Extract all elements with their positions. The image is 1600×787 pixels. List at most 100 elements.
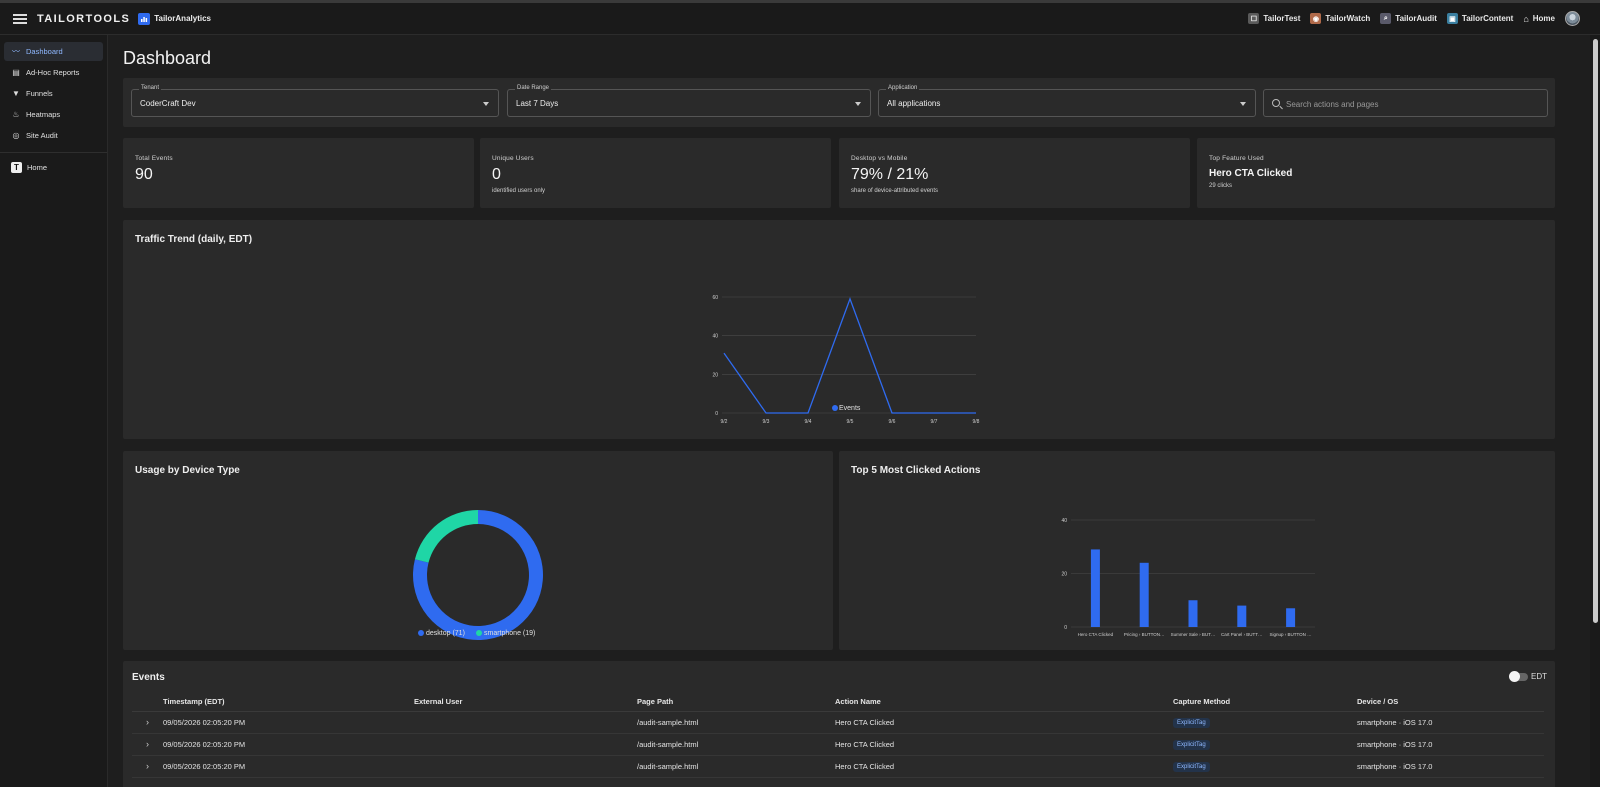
home-link-label: Home (1532, 14, 1555, 23)
page-path-cell: /audit-sample.html (637, 733, 835, 756)
top-actions-card: Top 5 Most Clicked Actions 0 20 40 Hero CTA… (839, 451, 1555, 650)
x-tick-label: Summer Sale › BUT… (1171, 632, 1216, 637)
nav-link-label: TailorWatch (1325, 14, 1371, 23)
column-header[interactable]: Capture Method (1173, 693, 1357, 712)
bar-2 (1139, 562, 1149, 627)
action-name-cell: Hero CTA Clicked (835, 711, 1173, 734)
x-tick-label: 9/2 (721, 419, 728, 425)
device-os-cell: smartphone · iOS 17.0 (1357, 733, 1544, 756)
home-link[interactable]: ⌂ Home (1523, 14, 1555, 24)
scrollbar-thumb[interactable] (1593, 39, 1598, 623)
stat-label: Unique Users (492, 155, 534, 162)
analytics-icon (138, 12, 151, 25)
top-links: ☐ TailorTest ◉ TailorWatch ⌕ TailorAudit ▣ Tail… (1248, 11, 1600, 26)
sidebar-item-label: Heatmaps (26, 110, 61, 119)
stat-label: Desktop vs Mobile (851, 155, 908, 162)
sidebar-item-heatmaps[interactable]: ♨ Heatmaps (4, 105, 103, 124)
tenant-select[interactable]: Tenant CoderCraft Dev (131, 85, 499, 117)
caret-down-icon (1240, 102, 1246, 106)
expand-row-chevron-icon[interactable]: › (132, 755, 163, 778)
donut-slice-smartphone (414, 510, 478, 563)
application-label: Application (886, 85, 920, 91)
timestamp-cell: 09/05/2026 02:05:20 PM (163, 733, 414, 756)
sidebar-item-site-audit[interactable]: ◎ Site Audit (4, 126, 103, 145)
report-icon: ▤ (12, 68, 20, 77)
legend-swatch (418, 630, 424, 636)
sidebar-item-label: Dashboard (26, 47, 63, 56)
test-icon: ☐ (1248, 13, 1260, 24)
nav-link-label: TailorContent (1461, 14, 1514, 23)
y-tick-label: 0 (1064, 625, 1067, 631)
brand-logo[interactable]: TAILORTOOLS (37, 12, 131, 25)
sidebar-item-home[interactable]: T Home (4, 158, 103, 177)
y-tick-label: 40 (712, 334, 718, 340)
caret-down-icon (483, 102, 489, 106)
flame-icon: ♨ (12, 110, 20, 119)
tailortools-icon: T (11, 162, 22, 173)
legend-swatch (476, 630, 482, 636)
date-range-select[interactable]: Date Range Last 7 Days (507, 85, 871, 117)
column-header[interactable]: Device / OS (1357, 693, 1544, 712)
stat-value: 0 (492, 166, 501, 183)
x-tick-label: 9/6 (889, 419, 896, 425)
expand-row-chevron-icon[interactable]: › (132, 733, 163, 756)
filter-icon: ▼ (12, 89, 20, 98)
top-actions-bar-chart: 0 20 40 Hero CTA Clicked Pricing › BUTTON… Su… (1061, 518, 1315, 637)
table-row[interactable]: › 09/05/2026 02:05:20 PM/audit-sample.htm… (132, 755, 1544, 778)
y-tick-label: 20 (712, 372, 718, 378)
nav-link-tailortest[interactable]: ☐ TailorTest (1248, 13, 1300, 24)
column-header[interactable]: External User (414, 693, 637, 712)
page-path-cell: /audit-sample.html (637, 711, 835, 734)
action-name-cell: Hero CTA Clicked (835, 755, 1173, 778)
external-user-cell (414, 733, 637, 756)
nav-link-tailoraudit[interactable]: ⌕ TailorAudit (1380, 13, 1437, 24)
stat-subtext: share of device-attributed events (851, 188, 939, 194)
sidebar-divider (0, 152, 107, 153)
stat-subtext: 29 clicks (1209, 183, 1233, 189)
app-name: TailorAnalytics (154, 14, 211, 23)
table-row[interactable]: › 09/05/2026 02:05:20 PM/audit-sample.htm… (132, 711, 1544, 734)
x-tick-label: Hero CTA Clicked (1078, 632, 1114, 637)
column-header[interactable]: Page Path (637, 693, 835, 712)
page-scrollbar[interactable] (1590, 35, 1600, 787)
hamburger-menu-icon[interactable] (13, 13, 27, 24)
avatar[interactable] (1565, 11, 1580, 26)
x-tick-label: 9/8 (973, 419, 980, 425)
nav-link-tailorwatch[interactable]: ◉ TailorWatch (1310, 13, 1370, 24)
table-row[interactable]: › 09/05/2026 02:05:20 PM/audit-sample.htm… (132, 733, 1544, 756)
stat-card-unique-users: Unique Users 0 identified users only (480, 138, 831, 208)
events-title: Events (132, 672, 165, 683)
sidebar-item-funnels[interactable]: ▼ Funnels (4, 84, 103, 103)
sidebar-item-ad-hoc-reports[interactable]: ▤ Ad-Hoc Reports (4, 63, 103, 82)
application-select[interactable]: Application All applications (878, 85, 1256, 117)
home-icon: ⌂ (1523, 13, 1529, 24)
tenant-label: Tenant (139, 85, 162, 91)
filter-bar: Tenant CoderCraft Dev Date Range Last 7 … (123, 78, 1555, 127)
bar-1 (1090, 549, 1100, 627)
application-value: All applications (887, 99, 941, 108)
audit-icon: ⌕ (1380, 13, 1392, 24)
timezone-toggle[interactable] (1509, 671, 1528, 682)
page-title: Dashboard (123, 48, 212, 68)
y-tick-label: 40 (1061, 518, 1067, 524)
sidebar-item-dashboard[interactable]: 〰 Dashboard (4, 42, 103, 61)
search-box[interactable] (1263, 89, 1548, 117)
nav-link-tailorcontent[interactable]: ▣ TailorContent (1446, 13, 1514, 24)
search-input[interactable] (1286, 97, 1526, 111)
column-header[interactable]: Timestamp (EDT) (163, 693, 414, 712)
app-switcher[interactable]: TailorAnalytics (138, 12, 211, 25)
stat-label: Top Feature Used (1209, 155, 1264, 162)
column-header[interactable]: Action Name (835, 693, 1173, 712)
capture-method-badge: ExplicitTag (1173, 739, 1210, 750)
sidebar-item-label: Home (27, 163, 48, 172)
stat-value: 90 (135, 166, 153, 183)
stat-card-top-feature: Top Feature Used Hero CTA Clicked 29 cli… (1197, 138, 1555, 208)
x-tick-label: Signup › BUTTON … (1270, 632, 1312, 637)
bar-4 (1237, 605, 1247, 627)
capture-method-badge: ExplicitTag (1173, 761, 1210, 772)
expand-row-chevron-icon[interactable]: › (132, 711, 163, 734)
y-tick-label: 20 (1061, 572, 1067, 578)
timestamp-cell: 09/05/2026 02:05:20 PM (163, 711, 414, 734)
expand-column-header (132, 693, 163, 712)
x-tick-label: 9/3 (763, 419, 770, 425)
